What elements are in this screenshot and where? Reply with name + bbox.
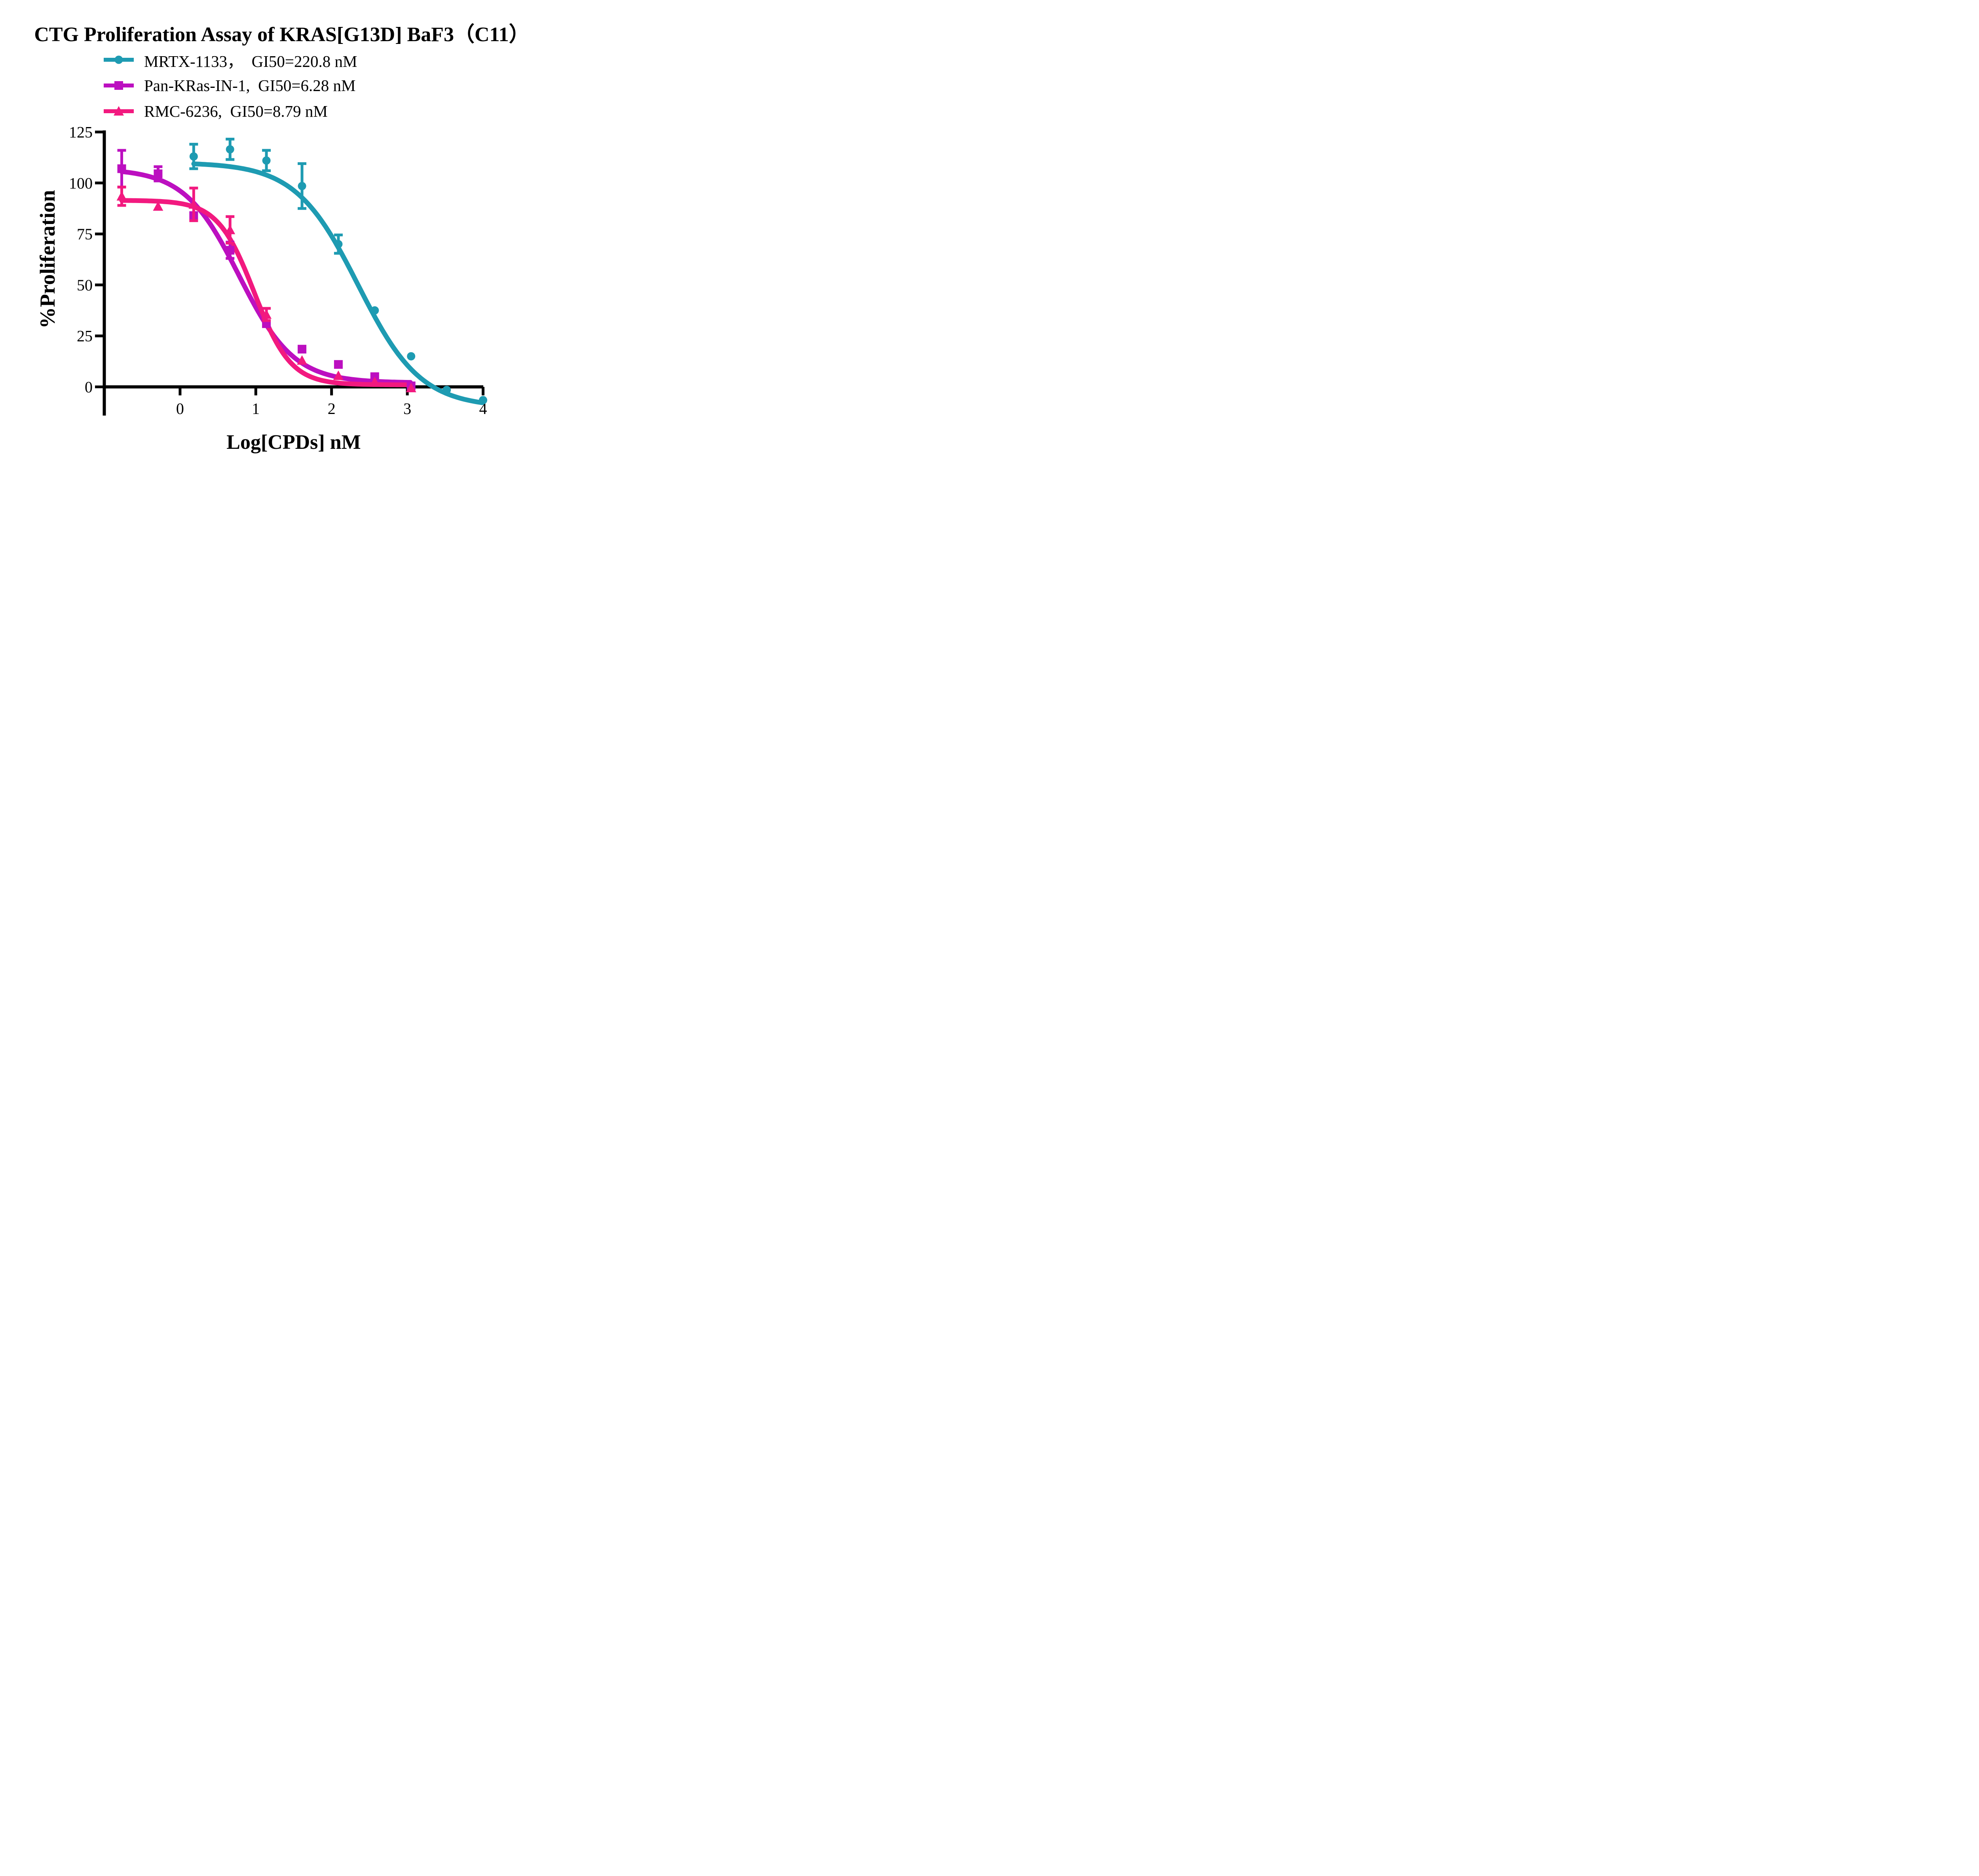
legend-item-label: RMC-6236, GI50=8.79 nM [144,102,328,120]
x-axis-title: Log[CPDs] nM [226,431,361,454]
svg-text:0: 0 [176,400,184,418]
chart-page: CTG Proliferation Assay of KRAS[G13D] Ba… [0,0,564,469]
legend-item-rmc-6236: RMC-6236, GI50=8.79 nM [102,98,357,124]
svg-text:3: 3 [403,400,411,418]
svg-text:0: 0 [85,378,93,396]
legend-item-mrtx-1133: MRTX-1133， GI50=220.8 nM [102,47,357,72]
svg-text:25: 25 [77,327,93,345]
chart-title: CTG Proliferation Assay of KRAS[G13D] Ba… [34,23,530,46]
svg-text:1: 1 [252,400,260,418]
legend-marker-circle-icon [104,55,134,64]
svg-text:2: 2 [328,400,336,418]
svg-text:125: 125 [69,123,93,141]
legend-item-label: Pan-KRas-IN-1, GI50=6.28 nM [144,76,356,95]
legend-item-pan-kras-in-1: Pan-KRas-IN-1, GI50=6.28 nM [102,72,357,98]
svg-text:75: 75 [77,225,93,243]
legend-item-label: MRTX-1133， GI50=220.8 nM [144,52,357,70]
y-axis-title: %Proliferation [36,190,59,328]
svg-text:50: 50 [77,276,93,294]
legend-marker-square-icon [104,81,134,90]
legend-marker-triangle-icon [104,106,134,116]
svg-text:100: 100 [69,174,93,192]
legend: MRTX-1133， GI50=220.8 nM Pan-KRas-IN-1, … [102,47,357,124]
